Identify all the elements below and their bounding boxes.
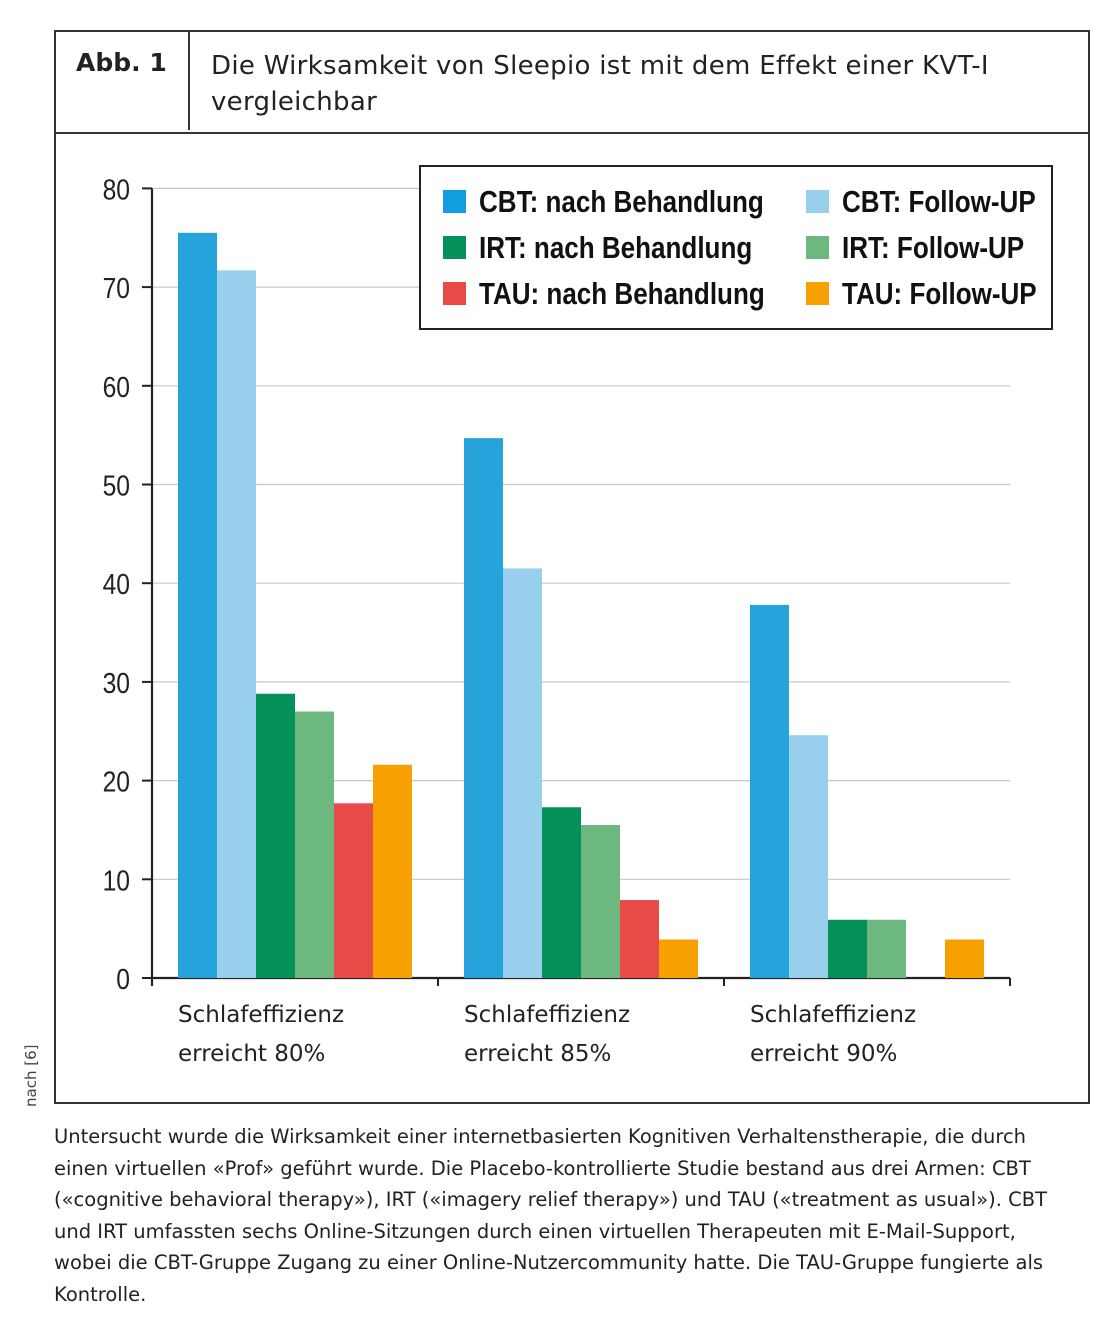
legend-label: CBT: Follow-UP bbox=[842, 185, 1036, 220]
bar bbox=[217, 270, 256, 978]
legend-label: IRT: nach Behandlung bbox=[479, 231, 752, 266]
x-category-label: erreicht 80% bbox=[178, 1041, 325, 1067]
bar bbox=[542, 807, 581, 978]
figure-caption: Untersucht wurde die Wirksamkeit einer i… bbox=[54, 1125, 1048, 1306]
legend-swatch bbox=[806, 282, 829, 305]
legend-swatch bbox=[806, 236, 829, 259]
y-tick-label: 60 bbox=[103, 371, 130, 403]
legend-swatch bbox=[443, 236, 466, 259]
y-tick-label: 40 bbox=[103, 568, 130, 600]
bar bbox=[789, 735, 828, 978]
legend-label: CBT: nach Behandlung bbox=[479, 185, 764, 220]
figure-title: Die Wirksamkeit von Sleepio ist mit dem … bbox=[211, 51, 989, 117]
bar bbox=[178, 232, 217, 978]
x-category-label: Schlafeffizienz bbox=[178, 1002, 344, 1028]
figure-header: Abb. 1 Die Wirksamkeit von Sleepio ist m… bbox=[56, 32, 1088, 134]
legend-swatch bbox=[443, 282, 466, 305]
legend-swatch bbox=[443, 190, 466, 213]
y-tick-label: 20 bbox=[103, 766, 130, 798]
y-tick-label: 50 bbox=[103, 470, 130, 502]
y-tick-label: 0 bbox=[116, 963, 130, 995]
x-category-label: Schlafeffizienz bbox=[750, 1002, 916, 1028]
bar bbox=[828, 919, 867, 978]
y-tick-label: 30 bbox=[103, 667, 130, 699]
bar bbox=[945, 939, 984, 978]
bar bbox=[464, 438, 503, 979]
bar bbox=[256, 693, 295, 978]
y-tick-label: 80 bbox=[103, 174, 130, 206]
bar bbox=[620, 900, 659, 978]
bar bbox=[373, 764, 412, 978]
x-category-label: erreicht 90% bbox=[750, 1041, 897, 1067]
bar bbox=[334, 803, 373, 978]
bar bbox=[750, 604, 789, 978]
figure-label: Abb. 1 bbox=[56, 32, 190, 130]
y-tick-label: 70 bbox=[103, 272, 130, 304]
legend-box bbox=[419, 165, 1053, 330]
source-note: nach [6] bbox=[22, 1044, 40, 1107]
bar bbox=[867, 919, 906, 978]
x-category-label: erreicht 85% bbox=[464, 1041, 611, 1067]
legend-label: TAU: nach Behandlung bbox=[479, 277, 765, 312]
figure-frame: Abb. 1 Die Wirksamkeit von Sleepio ist m… bbox=[54, 30, 1090, 1104]
legend-label: TAU: Follow-UP bbox=[842, 277, 1037, 312]
legend-label: IRT: Follow-UP bbox=[842, 231, 1024, 266]
x-category-label: Schlafeffizienz bbox=[464, 1002, 630, 1028]
bar bbox=[659, 939, 698, 978]
bar bbox=[295, 711, 334, 978]
bar bbox=[503, 568, 542, 978]
y-tick-label: 10 bbox=[103, 864, 130, 896]
legend-swatch bbox=[806, 190, 829, 213]
bar bbox=[581, 825, 620, 978]
